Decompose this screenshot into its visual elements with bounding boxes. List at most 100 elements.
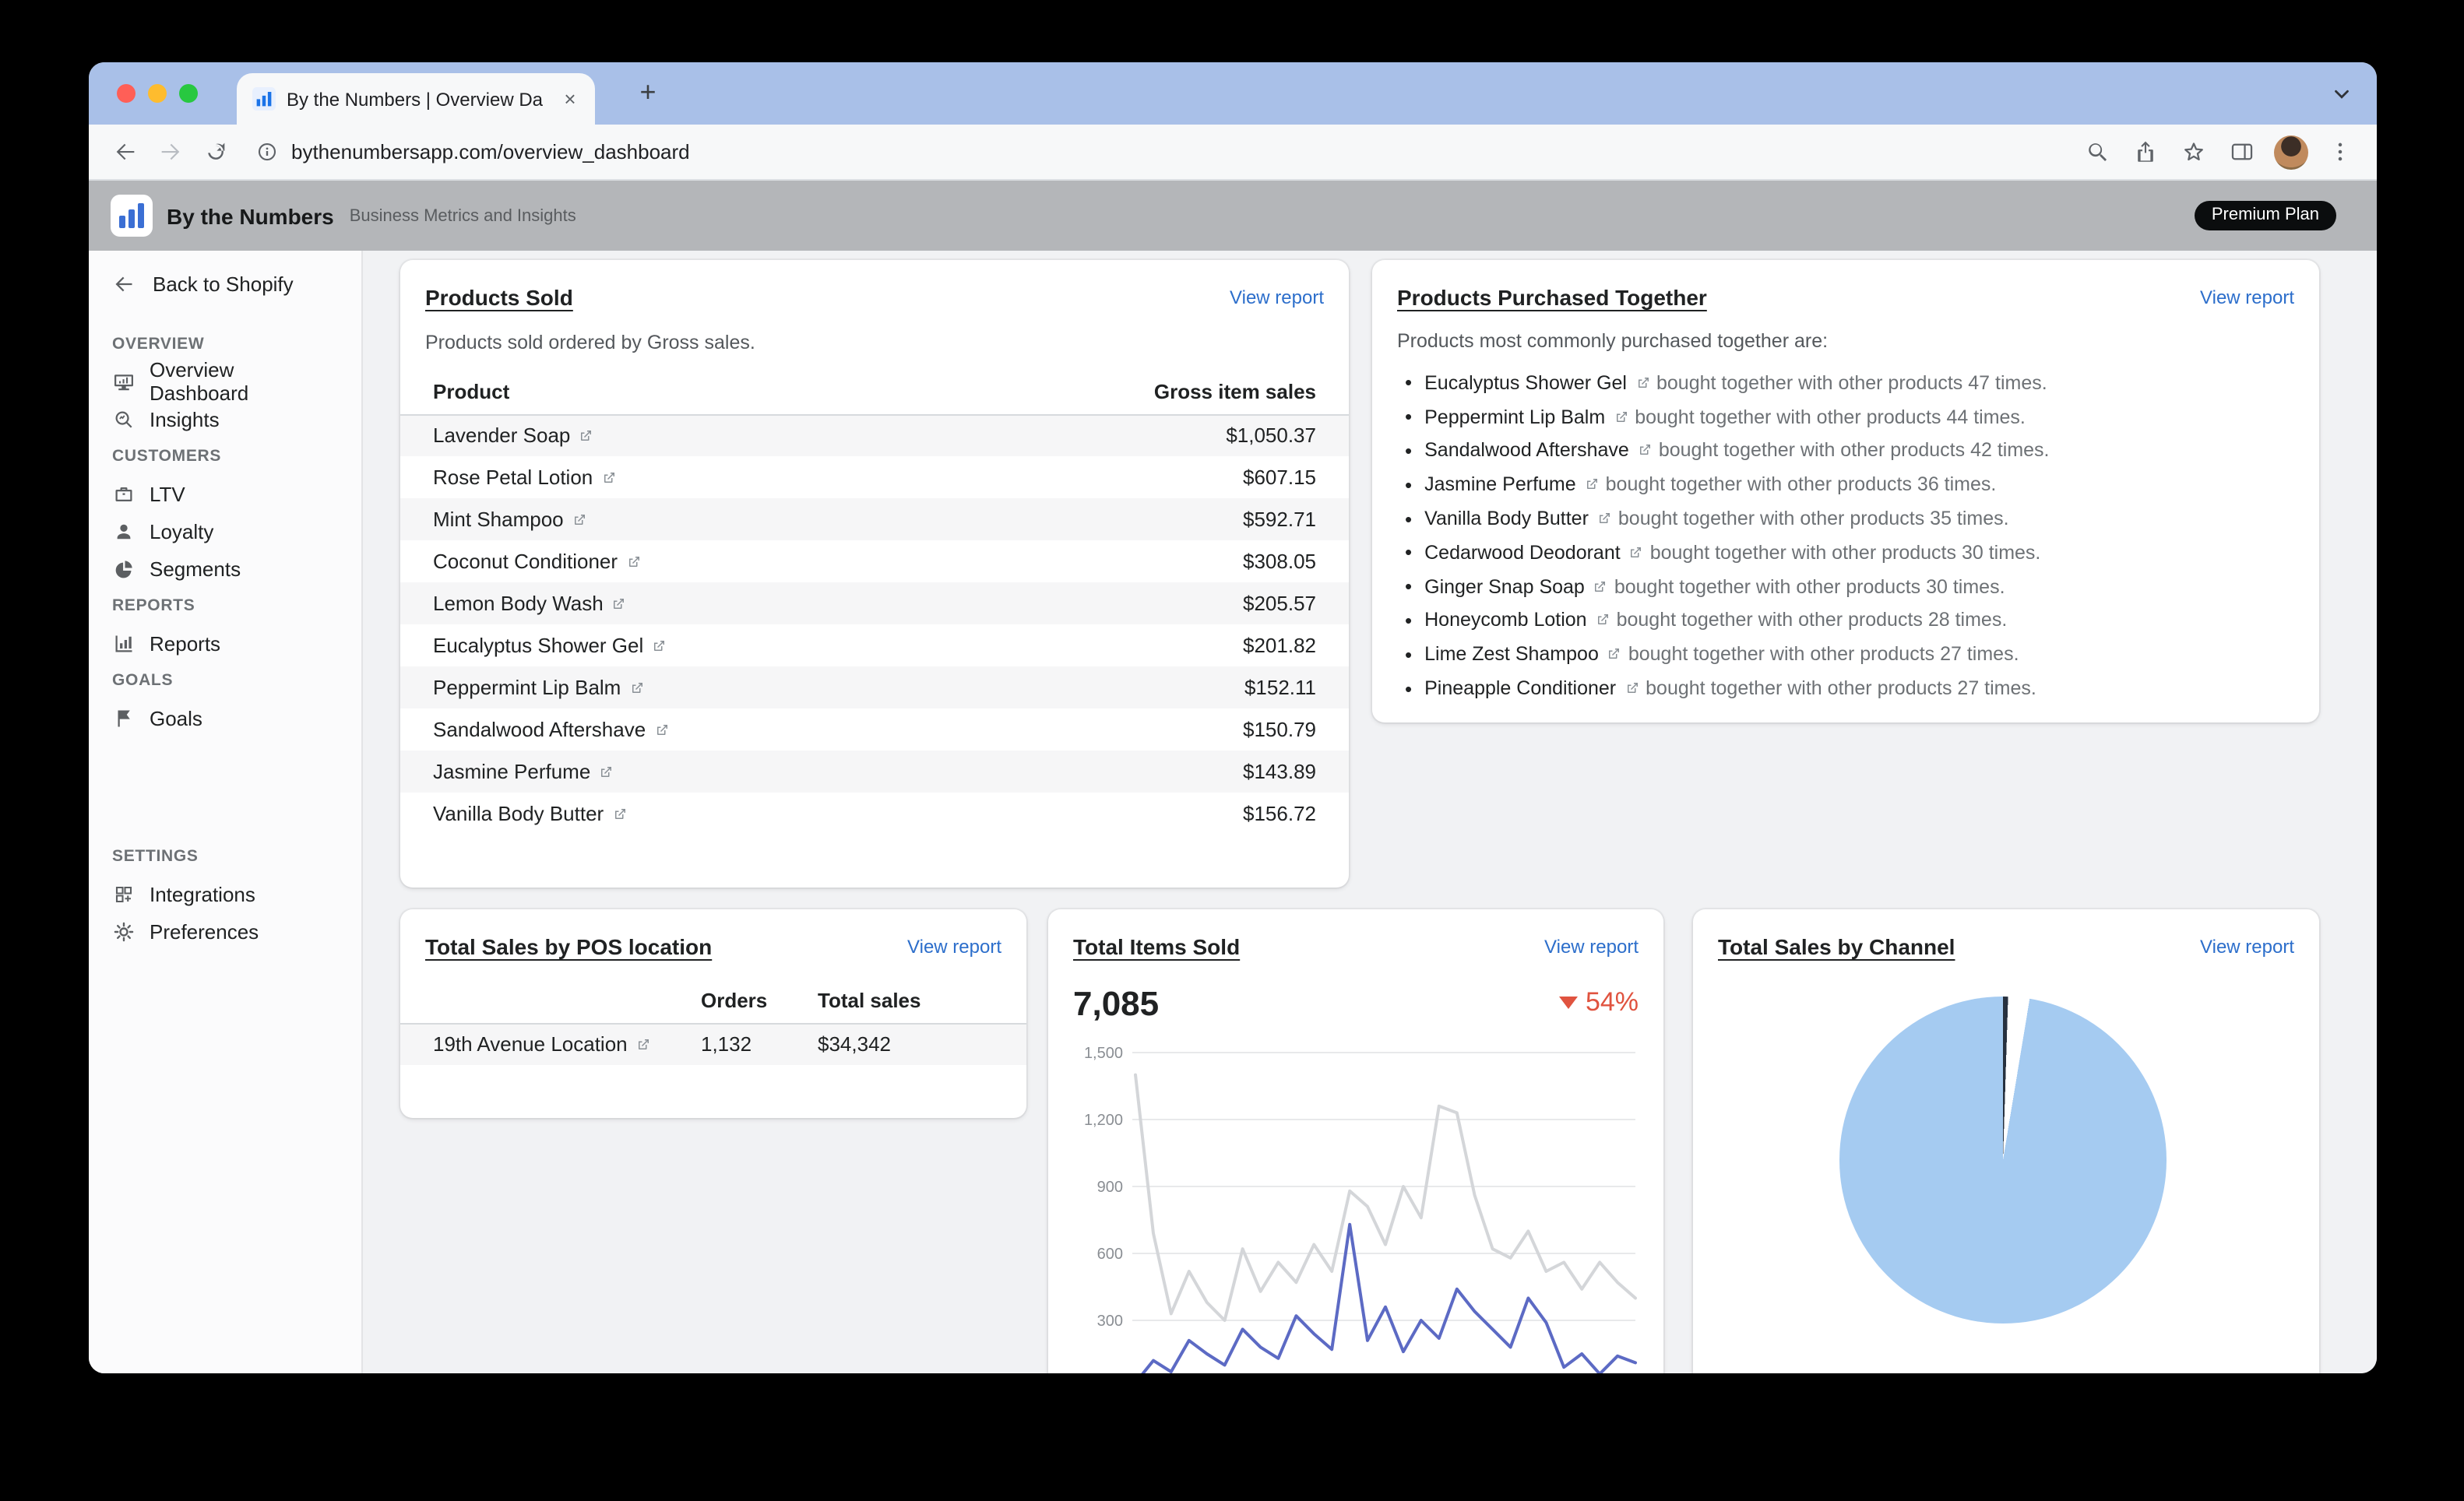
purchased-together-text: bought together with other products 42 t… <box>1658 439 2050 462</box>
items-sold-title-link[interactable]: Total Items Sold <box>1073 934 1241 959</box>
product-link[interactable]: Vanilla Body Butter <box>1424 508 1589 530</box>
new-tab-button[interactable]: + <box>639 76 656 107</box>
tab-overview-chevron-icon[interactable] <box>2330 83 2353 106</box>
reload-button[interactable] <box>195 131 237 173</box>
external-link-icon <box>572 512 587 528</box>
bookmark-star-icon[interactable] <box>2173 131 2215 173</box>
external-link-icon <box>611 596 627 612</box>
product-link[interactable]: Pineapple Conditioner <box>1424 677 1617 700</box>
trend-down-icon <box>1558 997 1578 1009</box>
product-link[interactable]: Peppermint Lip Balm <box>1424 406 1606 428</box>
product-link[interactable]: Coconut Conditioner <box>433 550 618 573</box>
search-icon[interactable] <box>2076 131 2118 173</box>
product-link[interactable]: Lavender Soap <box>433 424 571 448</box>
url-text: bythenumbersapp.com/overview_dashboard <box>291 140 690 163</box>
items-sold-delta-value: 54% <box>1585 987 1639 1017</box>
external-link-icon <box>1624 680 1639 696</box>
product-link[interactable]: Sandalwood Aftershave <box>1424 439 1629 462</box>
external-link-icon <box>611 807 627 822</box>
purchased-together-item: • Sandalwood Aftershave bought together wi… <box>1405 434 2294 468</box>
product-gross-sales: $1,050.37 <box>1226 424 1316 448</box>
external-link-icon <box>635 1038 651 1053</box>
product-gross-sales: $308.05 <box>1243 550 1316 573</box>
items-sold-view-report-link[interactable]: View report <box>1544 936 1639 958</box>
plan-badge[interactable]: Premium Plan <box>2194 201 2336 230</box>
app-logo-icon <box>111 195 153 237</box>
sidebar-item-preferences[interactable]: Preferences <box>89 912 361 950</box>
external-link-icon <box>1607 647 1622 663</box>
profile-avatar[interactable] <box>2274 135 2308 169</box>
product-link[interactable]: Rose Petal Lotion <box>433 466 593 489</box>
external-link-icon <box>578 429 593 445</box>
purchased-together-text: bought together with other products 44 t… <box>1635 406 2026 428</box>
pos-location-title-link[interactable]: Total Sales by POS location <box>425 934 713 959</box>
sales-by-channel-view-report-link[interactable]: View report <box>2200 936 2294 958</box>
browser-menu-icon[interactable] <box>2319 131 2361 173</box>
product-link[interactable]: Ginger Snap Soap <box>1424 575 1585 598</box>
address-bar[interactable]: bythenumbersapp.com/overview_dashboard <box>255 140 2073 163</box>
sidebar-section-customers: CUSTOMERS <box>112 447 222 466</box>
sidebar-section-reports: REPORTS <box>112 596 195 615</box>
close-window-button[interactable] <box>117 84 136 103</box>
bullet: • <box>1405 507 1413 531</box>
purchased-together-view-report-link[interactable]: View report <box>2200 286 2294 308</box>
tab-close-icon[interactable]: × <box>564 86 576 110</box>
pos-total-sales: $34,342 <box>818 1032 891 1056</box>
back-button[interactable] <box>104 131 146 173</box>
sidebar-item-label: Reports <box>150 631 221 655</box>
sidebar-item-loyalty[interactable]: Loyalty <box>89 512 361 550</box>
product-row: Lemon Body Wash $205.57 <box>400 582 1349 624</box>
product-link[interactable]: Honeycomb Lotion <box>1424 609 1587 631</box>
sidebar-item-goals[interactable]: Goals <box>89 699 361 736</box>
products-sold-view-report-link[interactable]: View report <box>1230 286 1324 308</box>
product-link[interactable]: Lime Zest Shampoo <box>1424 643 1599 666</box>
app-title: By the Numbers <box>167 203 334 228</box>
products-sold-title-link[interactable]: Products Sold <box>425 285 573 310</box>
product-row: Lavender Soap $1,050.37 <box>400 414 1349 456</box>
products-sold-subtitle: Products sold ordered by Gross sales. <box>425 332 755 353</box>
product-row: Jasmine Perfume $143.89 <box>400 750 1349 793</box>
goals-icon <box>112 706 136 729</box>
sidebar-item-integrations[interactable]: Integrations <box>89 875 361 912</box>
product-link[interactable]: Jasmine Perfume <box>1424 473 1576 496</box>
share-icon[interactable] <box>2124 131 2167 173</box>
sidebar-item-ltv[interactable]: LTV <box>89 475 361 512</box>
sales-by-channel-title-link[interactable]: Total Sales by Channel <box>1718 934 1955 959</box>
purchased-together-text: bought together with other products 36 t… <box>1605 473 1997 496</box>
product-link[interactable]: Eucalyptus Shower Gel <box>433 634 644 657</box>
back-to-shopify-link[interactable]: Back to Shopify <box>89 265 361 302</box>
pos-location-card: Total Sales by POS location View report … <box>400 909 1026 1118</box>
sidebar-item-overview-dashboard[interactable]: Overview Dashboard <box>89 358 361 405</box>
product-link[interactable]: Peppermint Lip Balm <box>433 676 621 699</box>
items-sold-total: 7,085 <box>1073 984 1160 1023</box>
products-sold-card: Products Sold View report Products sold … <box>400 260 1349 888</box>
sidebar-item-label: Preferences <box>150 919 259 943</box>
product-link[interactable]: Mint Shampoo <box>433 508 564 531</box>
sidebar-item-segments[interactable]: Segments <box>89 550 361 587</box>
svg-text:1,200: 1,200 <box>1084 1112 1123 1129</box>
browser-tab[interactable]: By the Numbers | Overview Da × <box>237 73 595 125</box>
bullet: • <box>1405 608 1413 632</box>
side-panel-icon[interactable] <box>2221 131 2263 173</box>
pos-location-view-report-link[interactable]: View report <box>907 936 1001 958</box>
purchased-together-item: • Honeycomb Lotion bought together with ot… <box>1405 603 2294 638</box>
product-link[interactable]: Lemon Body Wash <box>433 592 604 615</box>
preferences-icon <box>112 919 136 943</box>
arrow-left-icon <box>115 276 132 291</box>
sidebar-item-insights[interactable]: Insights <box>89 400 361 438</box>
minimize-window-button[interactable] <box>148 84 167 103</box>
sidebar-item-reports[interactable]: Reports <box>89 624 361 662</box>
sidebar-item-label: LTV <box>150 482 185 505</box>
pos-location-link[interactable]: 19th Avenue Location <box>433 1032 628 1056</box>
purchased-together-text: bought together with other products 47 t… <box>1656 371 2047 394</box>
sidebar-item-label: Segments <box>150 557 241 580</box>
purchased-together-title-link[interactable]: Products Purchased Together <box>1397 285 1707 310</box>
forward-button[interactable] <box>150 131 192 173</box>
zoom-window-button[interactable] <box>179 84 198 103</box>
site-info-icon[interactable] <box>255 140 279 163</box>
product-link[interactable]: Cedarwood Deodorant <box>1424 541 1621 564</box>
product-link[interactable]: Vanilla Body Butter <box>433 802 604 825</box>
product-link[interactable]: Eucalyptus Shower Gel <box>1424 371 1627 394</box>
product-link[interactable]: Sandalwood Aftershave <box>433 718 646 741</box>
product-link[interactable]: Jasmine Perfume <box>433 760 591 783</box>
